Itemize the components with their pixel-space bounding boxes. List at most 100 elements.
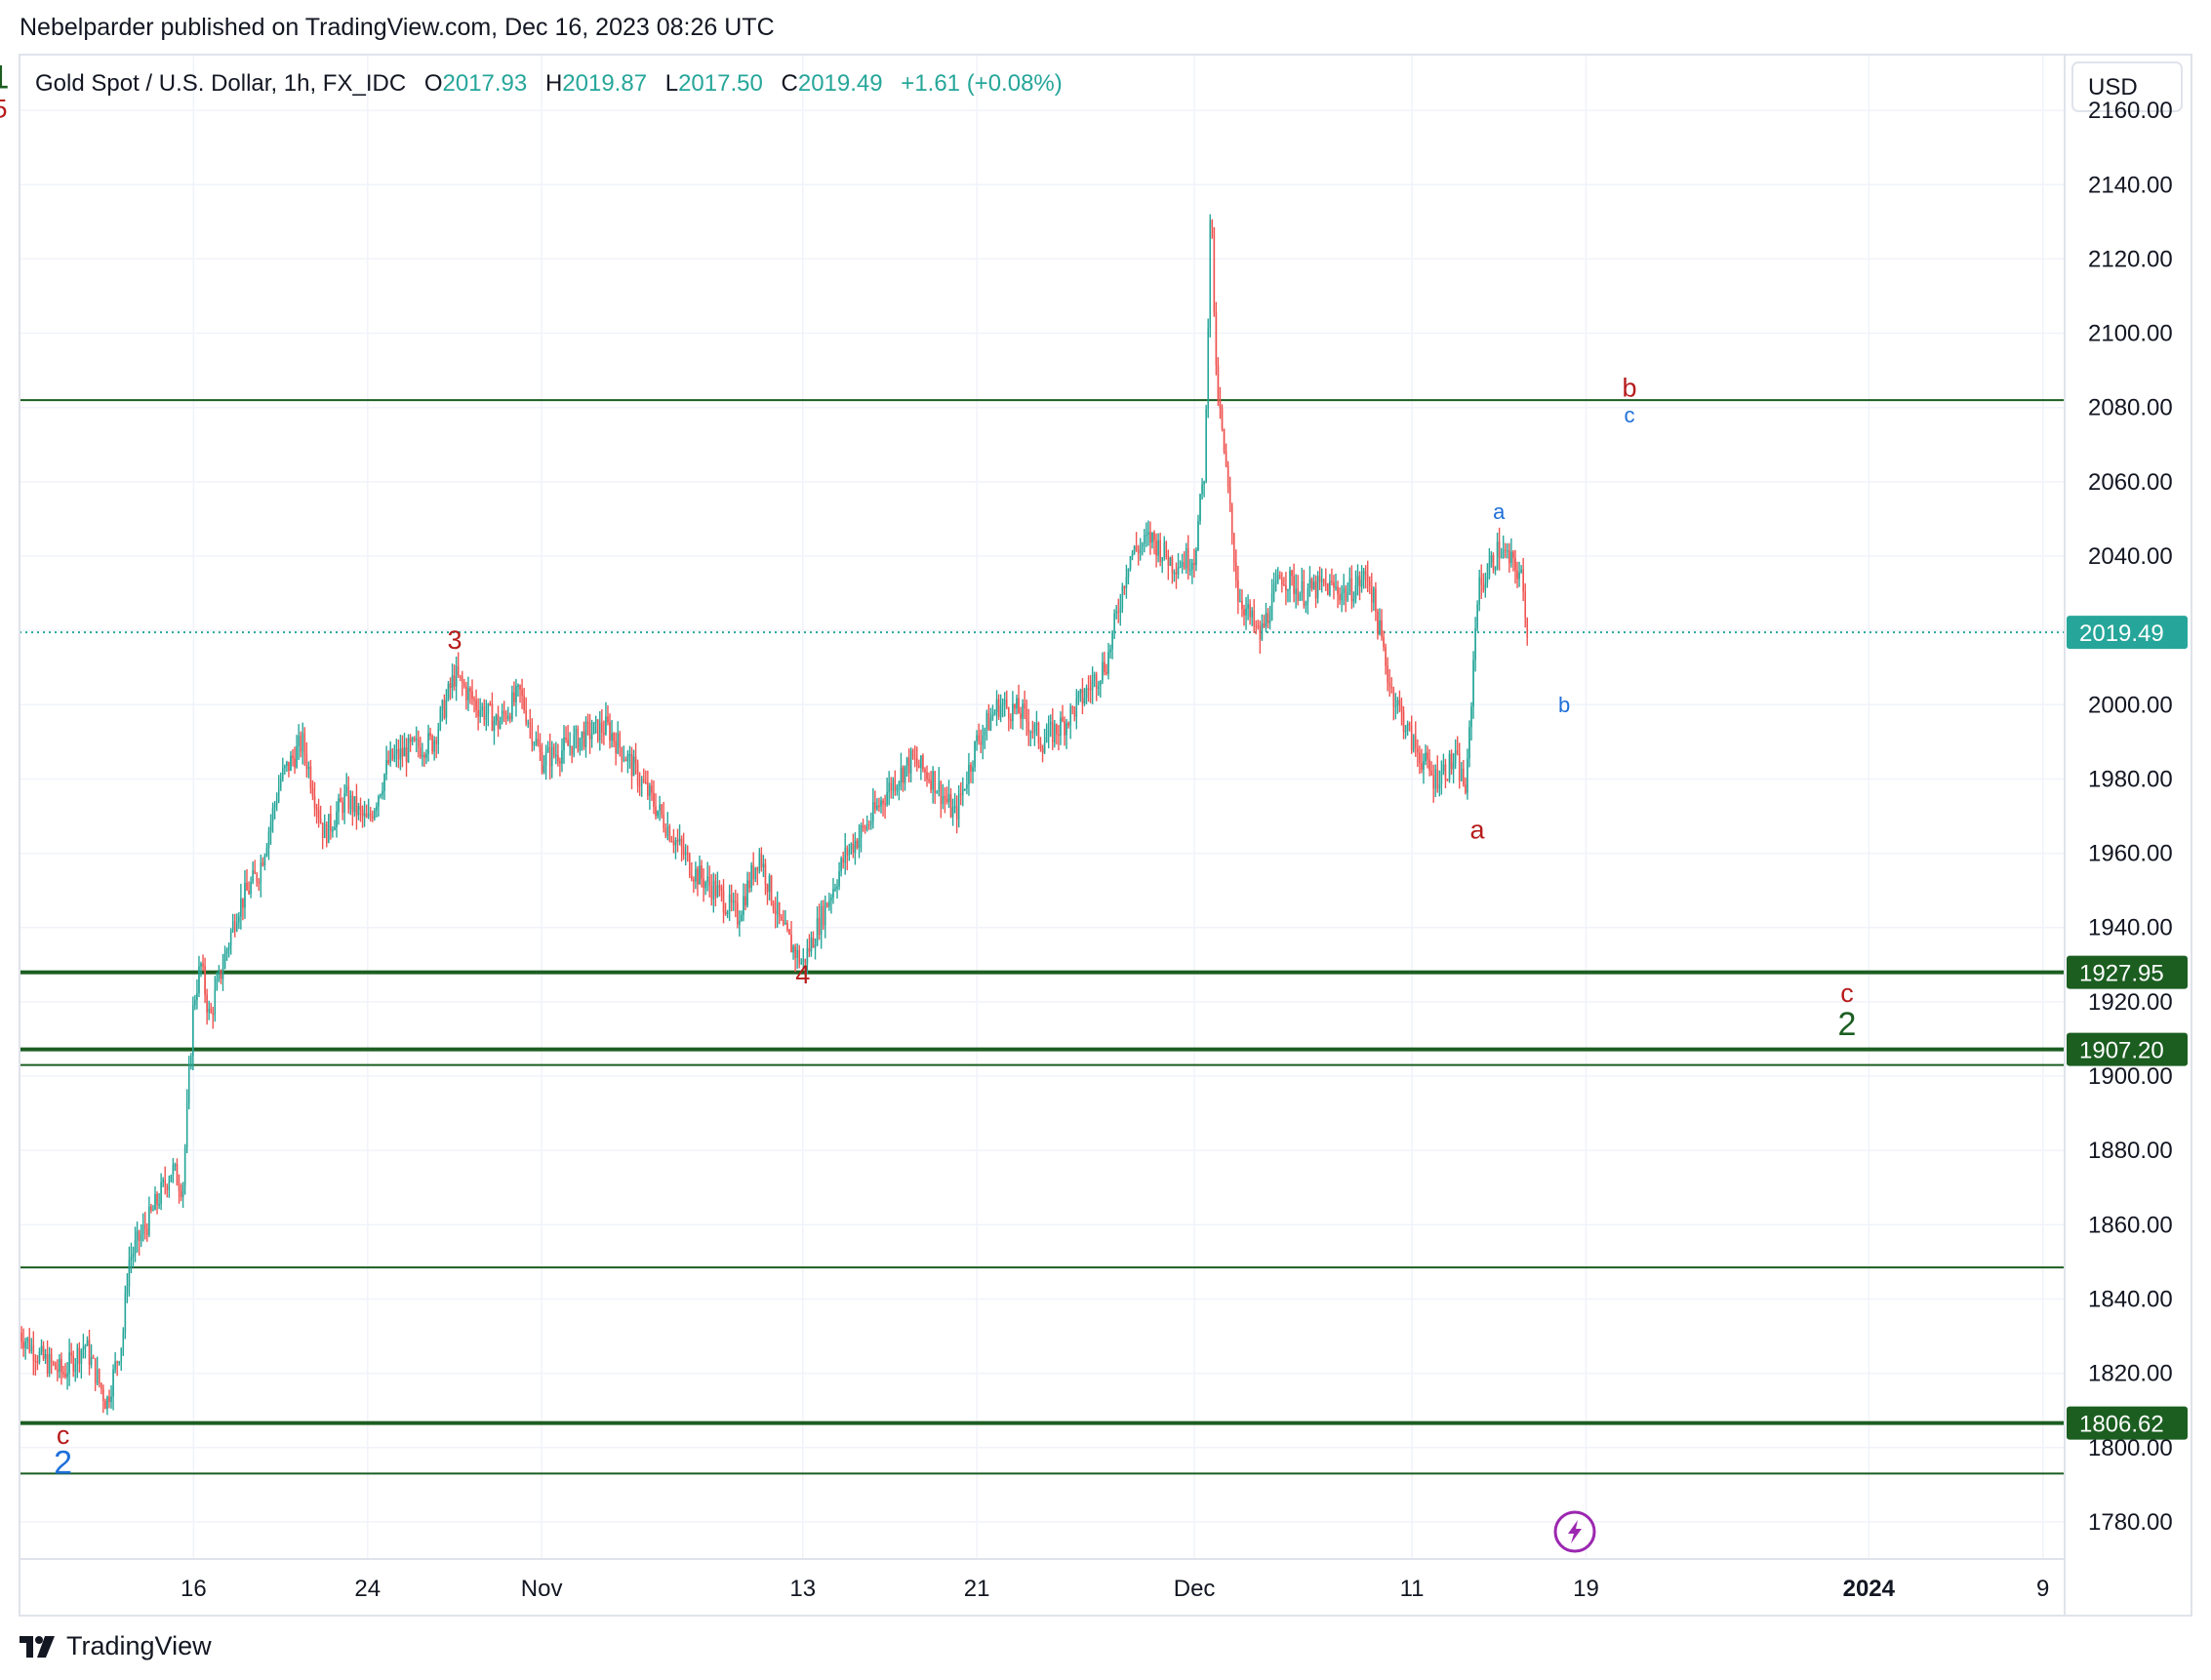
candle: [930, 771, 932, 794]
candle: [666, 812, 669, 841]
candle: [1135, 532, 1138, 552]
candle: [1404, 725, 1407, 740]
candle: [1333, 575, 1335, 600]
candle: [221, 953, 224, 991]
candle: [1100, 680, 1102, 699]
candle: [1278, 571, 1281, 580]
candle: [611, 720, 613, 748]
candle: [218, 965, 221, 982]
candle: [1137, 544, 1140, 566]
candle: [70, 1342, 72, 1364]
lightning-icon[interactable]: [1553, 1510, 1596, 1553]
candle: [1337, 580, 1339, 609]
wave-label[interactable]: c: [1840, 979, 1854, 1008]
candle: [140, 1223, 142, 1248]
x-tick-label: 16: [181, 1576, 207, 1602]
candle: [1131, 549, 1134, 561]
candle: [1492, 552, 1495, 574]
candle: [1281, 572, 1283, 593]
candle: [233, 913, 236, 938]
candle: [288, 761, 290, 778]
price-axis: 2160.00 2140.00 2120.00 2100.00 2080.00 2060.…: [2088, 98, 2173, 1536]
candle: [447, 681, 450, 701]
candle: [860, 822, 863, 853]
candle: [417, 730, 420, 758]
candle: [116, 1360, 118, 1377]
candle: [465, 681, 467, 710]
candle: [455, 656, 458, 701]
candle: [947, 780, 950, 809]
candle: [1343, 574, 1345, 606]
candle: [741, 910, 743, 922]
candle: [712, 872, 715, 913]
candle: [902, 765, 904, 792]
candle: [166, 1183, 169, 1198]
candle: [852, 833, 855, 859]
y-tick-label: 2060.00: [2088, 469, 2173, 496]
x-tick-label: Dec: [1174, 1576, 1216, 1602]
candle: [204, 957, 206, 1004]
wave-label[interactable]: 1: [0, 59, 9, 96]
candle: [225, 947, 228, 961]
candle: [890, 777, 893, 799]
candle: [844, 832, 847, 875]
candle: [928, 772, 930, 784]
candle: [1322, 579, 1325, 587]
wave-label[interactable]: a: [1469, 815, 1485, 844]
candle: [54, 1361, 57, 1371]
candle: [431, 734, 433, 755]
candle: [676, 828, 679, 853]
candle: [286, 760, 288, 773]
candle: [1312, 574, 1315, 590]
candle: [1368, 576, 1371, 594]
candle: [628, 745, 631, 769]
wave-label[interactable]: b: [1558, 693, 1570, 717]
candle: [509, 712, 511, 724]
candle: [309, 759, 312, 794]
wave-label[interactable]: a: [1493, 500, 1506, 524]
candle: [1484, 572, 1487, 598]
candle: [271, 802, 274, 833]
candle: [385, 745, 387, 780]
level-badge-label: 1806.62: [2079, 1412, 2164, 1438]
wave-label[interactable]: 3: [447, 625, 462, 655]
candle: [1263, 615, 1266, 629]
candle: [260, 854, 262, 898]
candle: [345, 773, 348, 797]
legend-line: Gold Spot / U.S. Dollar, 1h, FX_IDC O201…: [35, 70, 1063, 97]
candle: [279, 772, 282, 791]
candle: [50, 1347, 53, 1375]
candle: [995, 690, 998, 727]
candle: [640, 776, 643, 797]
candle: [395, 739, 398, 768]
candle: [854, 832, 857, 865]
candle: [688, 852, 691, 879]
wave-label[interactable]: 5: [0, 95, 8, 124]
wave-label[interactable]: 4: [795, 960, 810, 989]
candle: [1031, 720, 1034, 740]
candle: [1255, 620, 1258, 635]
candle: [351, 790, 354, 826]
candle: [1232, 532, 1235, 572]
candle: [926, 765, 928, 787]
candle: [1181, 553, 1184, 574]
candle: [1423, 753, 1425, 784]
candle: [242, 898, 244, 921]
candle: [539, 733, 542, 761]
wave-label[interactable]: c: [57, 1420, 70, 1450]
wave-label[interactable]: c: [1625, 403, 1635, 427]
candle: [319, 805, 322, 824]
candle: [991, 704, 994, 721]
wave-label[interactable]: b: [1623, 373, 1637, 402]
currency-button[interactable]: USD: [2071, 61, 2183, 112]
candle: [158, 1192, 160, 1210]
candle: [1033, 722, 1036, 746]
wave-label[interactable]: 2: [54, 1444, 72, 1481]
candle: [112, 1364, 114, 1411]
wave-label[interactable]: 2: [1838, 1006, 1857, 1043]
candle: [1470, 701, 1472, 741]
candle: [880, 796, 882, 814]
candle: [905, 756, 908, 778]
candle: [1448, 750, 1451, 783]
